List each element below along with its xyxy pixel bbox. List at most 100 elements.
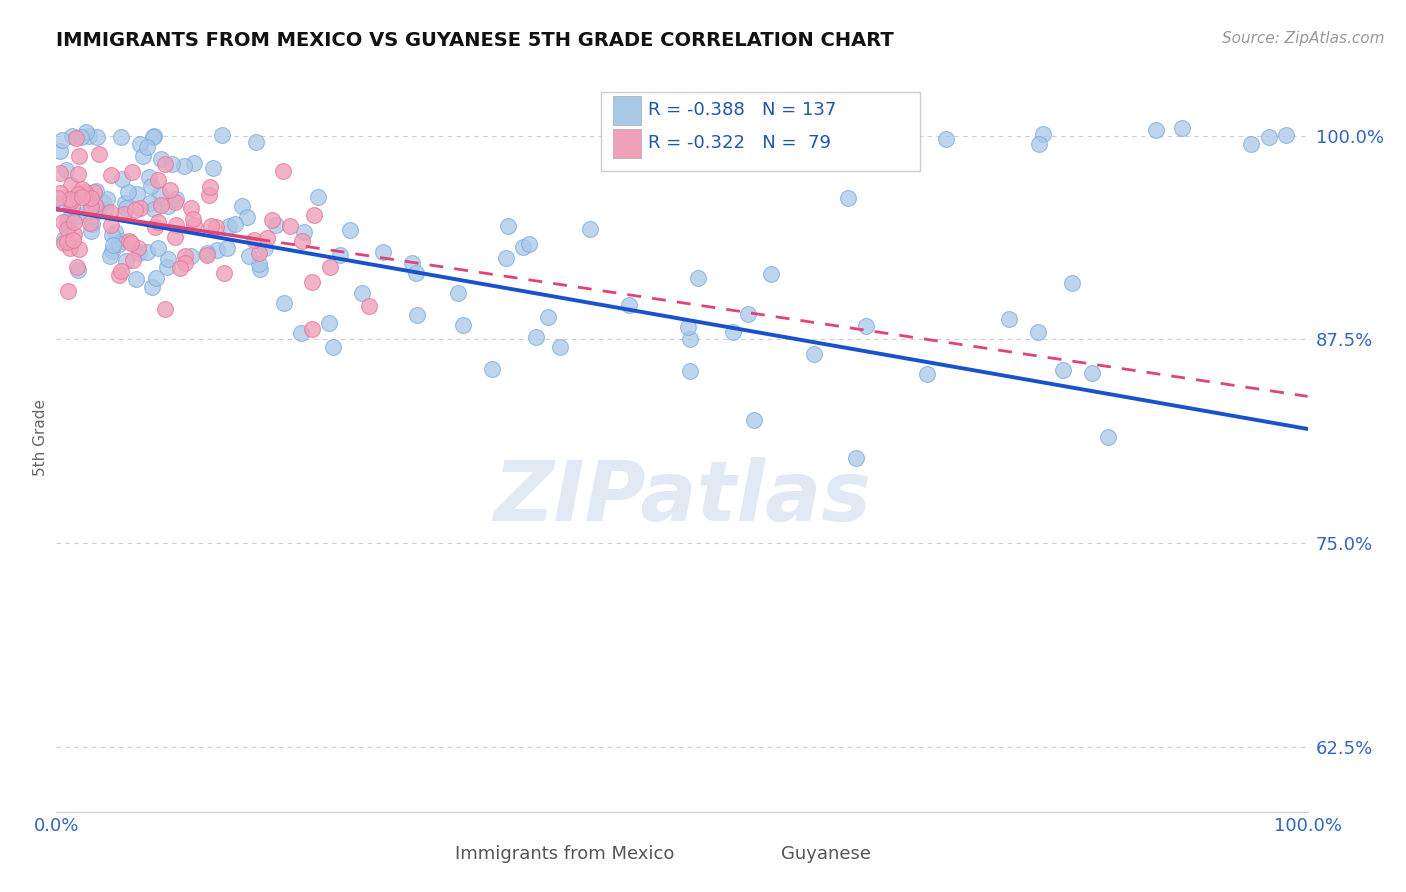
Point	[1062, 276, 1084, 290]
Y-axis label: 5th Grade: 5th Grade	[32, 399, 48, 475]
Point	[56, 285, 79, 299]
Point	[80, 200, 103, 214]
Point	[93, 203, 115, 218]
Point	[243, 233, 266, 247]
Point	[1052, 363, 1074, 377]
Point	[273, 164, 295, 178]
Point	[62, 233, 84, 247]
Point	[737, 307, 759, 321]
Point	[48, 191, 70, 205]
Point	[447, 286, 470, 301]
Point	[1026, 325, 1049, 339]
Point	[139, 179, 162, 194]
Point	[114, 196, 136, 211]
Point	[245, 135, 267, 149]
Point	[1097, 430, 1119, 444]
Point	[786, 131, 808, 145]
Point	[52, 215, 75, 229]
Point	[79, 224, 101, 238]
Point	[197, 188, 219, 202]
Text: Source: ZipAtlas.com: Source: ZipAtlas.com	[1222, 31, 1385, 46]
Point	[128, 246, 150, 260]
Point	[198, 180, 221, 194]
Point	[249, 262, 271, 277]
Point	[73, 186, 96, 200]
Point	[273, 295, 295, 310]
Point	[77, 128, 100, 143]
Point	[260, 213, 283, 227]
FancyBboxPatch shape	[613, 96, 641, 125]
Point	[132, 149, 155, 163]
Point	[679, 364, 702, 378]
Point	[352, 286, 374, 301]
Point	[153, 301, 176, 316]
Point	[676, 319, 699, 334]
Point	[688, 271, 710, 285]
Point	[156, 260, 179, 274]
Point	[180, 201, 202, 215]
Point	[998, 312, 1021, 326]
Point	[67, 186, 90, 201]
Point	[128, 201, 150, 215]
Point	[195, 246, 218, 260]
Point	[114, 207, 136, 221]
Point	[173, 249, 195, 263]
Point	[855, 319, 877, 334]
Point	[80, 191, 103, 205]
Point	[149, 198, 172, 212]
Point	[117, 185, 139, 199]
Point	[63, 214, 86, 228]
Point	[406, 308, 429, 322]
Point	[67, 242, 90, 256]
Point	[101, 238, 124, 252]
Point	[301, 275, 323, 289]
Point	[679, 332, 702, 346]
Point	[162, 157, 184, 171]
Text: Guyanese: Guyanese	[780, 845, 870, 863]
Point	[66, 209, 89, 223]
Point	[156, 199, 179, 213]
Point	[159, 183, 181, 197]
Point	[512, 240, 534, 254]
Point	[145, 270, 167, 285]
Point	[69, 130, 91, 145]
Point	[1032, 127, 1054, 141]
Point	[319, 260, 342, 275]
Point	[231, 199, 253, 213]
Point	[121, 165, 143, 179]
Point	[803, 347, 825, 361]
Point	[62, 227, 84, 241]
Point	[247, 257, 270, 271]
Point	[579, 221, 602, 235]
Point	[49, 144, 72, 158]
Point	[60, 194, 83, 208]
Point	[163, 194, 186, 209]
Point	[278, 219, 301, 233]
Point	[108, 236, 131, 251]
Point	[165, 230, 187, 244]
Point	[56, 213, 79, 227]
Point	[122, 252, 145, 267]
Point	[301, 322, 323, 336]
Point	[115, 253, 138, 268]
Point	[120, 235, 142, 250]
Point	[141, 280, 163, 294]
Point	[110, 263, 132, 277]
Point	[75, 189, 97, 203]
Point	[1240, 136, 1263, 151]
Point	[53, 235, 76, 250]
Point	[201, 161, 224, 176]
Text: R = -0.388   N = 137: R = -0.388 N = 137	[648, 102, 837, 120]
Point	[79, 216, 101, 230]
Point	[1080, 367, 1102, 381]
Point	[1257, 130, 1279, 145]
Point	[59, 178, 82, 193]
Point	[59, 192, 82, 206]
Point	[125, 272, 148, 286]
Point	[67, 149, 90, 163]
Point	[59, 241, 82, 255]
Point	[224, 217, 246, 231]
Point	[519, 237, 541, 252]
FancyBboxPatch shape	[613, 129, 641, 158]
Point	[146, 241, 169, 255]
